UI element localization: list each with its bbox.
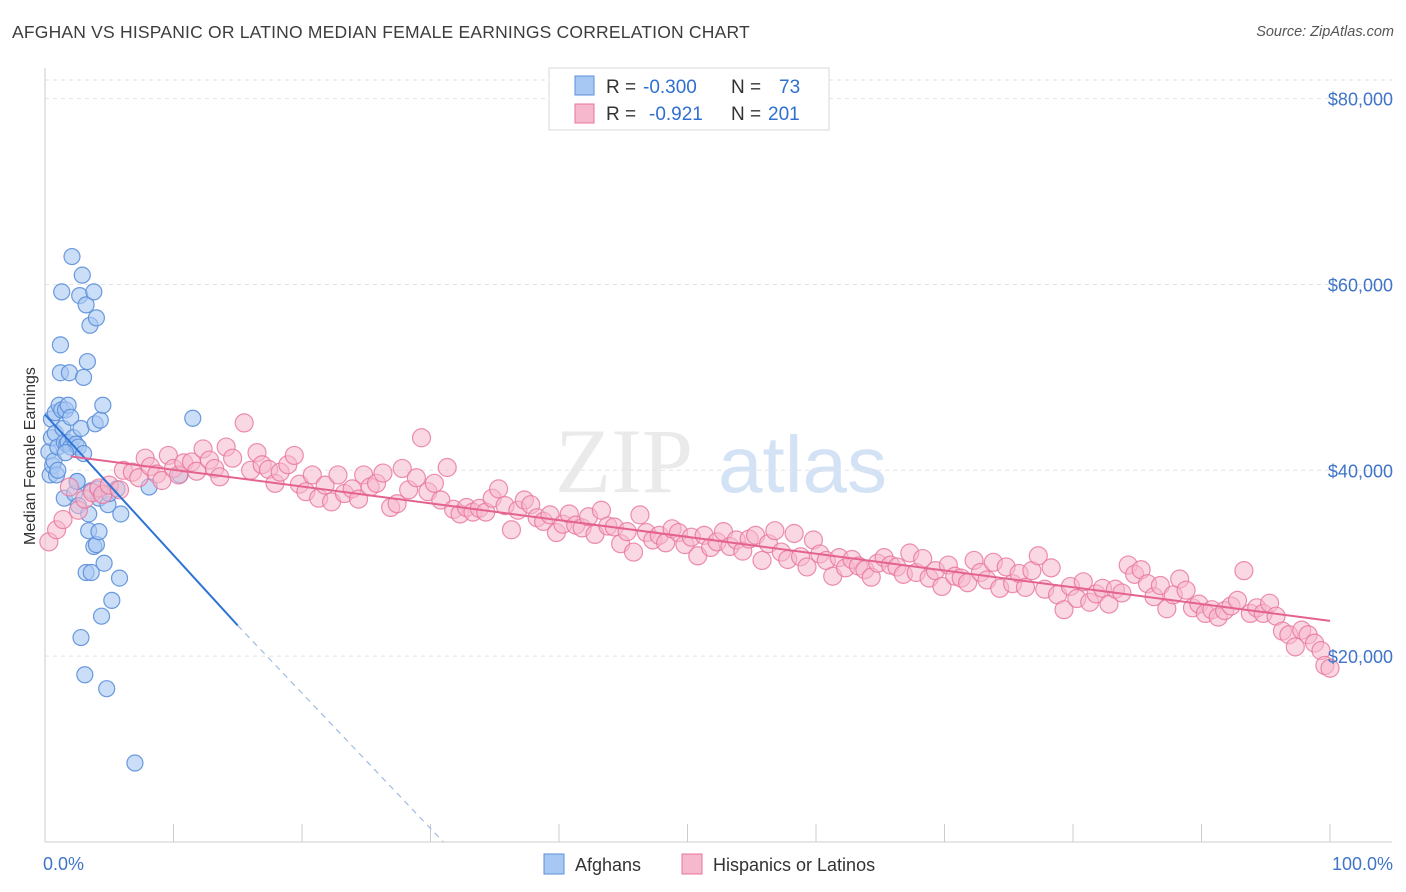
legend-afghans-label: Afghans (575, 855, 641, 875)
hispanics-point (328, 465, 348, 485)
hispanics-point (302, 465, 322, 485)
legend-hispanics-label: Hispanics or Latinos (713, 855, 875, 875)
hispanics-point (1176, 580, 1196, 600)
afghans-point (62, 408, 80, 426)
y-axis-title: Median Female Earnings (22, 367, 39, 545)
afghans-point (184, 409, 202, 427)
afghans-point (91, 411, 109, 429)
hispanics-point (752, 550, 772, 571)
hispanics-point (109, 480, 130, 500)
trend-lines (44, 413, 1331, 843)
legend: Afghans Hispanics or Latinos (543, 853, 875, 875)
afghans-point (76, 666, 94, 684)
stats-pink-r-value: -0.921 (649, 104, 703, 125)
tick-labels: $20,000 $40,000 $60,000 $80,000 0.0% 100.0% (43, 90, 1393, 874)
hispanics-point (1028, 546, 1048, 566)
watermark-atlas: atlas (718, 420, 887, 509)
hispanics-point (623, 542, 644, 562)
afghans-point (85, 283, 103, 301)
x-tick-label-min: 0.0% (43, 854, 84, 874)
stats-blue-n-label: N = (731, 77, 761, 98)
stats-pink-n-label: N = (731, 104, 761, 125)
hispanics-point (411, 428, 432, 448)
hispanics-point (1285, 637, 1305, 657)
hispanics-point (373, 463, 393, 483)
hispanics-point (234, 413, 254, 433)
legend-hispanics-swatch (681, 853, 703, 875)
stats-blue-r-value: -0.300 (643, 77, 697, 98)
x-tick-label-max: 100.0% (1332, 854, 1393, 874)
hispanics-point (284, 445, 304, 466)
afghans-point (98, 680, 116, 698)
afghans-point (95, 554, 113, 572)
stats-blue-swatch (574, 75, 595, 96)
y-tick-label: $60,000 (1328, 275, 1393, 295)
hispanics-point (53, 509, 73, 530)
afghans-point (51, 336, 70, 354)
legend-afghans-swatch (543, 853, 565, 875)
afghans-point (94, 396, 112, 414)
afghans-point (112, 505, 130, 523)
stats-box: R = -0.300 N = 73 R = -0.921 N = 201 (548, 67, 830, 131)
hispanics-point (1054, 600, 1074, 620)
hispanics-point (1320, 658, 1340, 678)
hispanics-point (1073, 572, 1093, 592)
hispanics-point (797, 557, 817, 577)
afghans-point (110, 569, 129, 587)
afghans-point (63, 247, 81, 266)
afghans-point (103, 591, 121, 609)
afghans-point (78, 352, 97, 371)
afghans-point (74, 368, 93, 386)
hispanics-point (630, 505, 650, 525)
afghans-trend-extension (237, 625, 444, 843)
afghans-point (53, 283, 71, 301)
hispanics-point (932, 576, 952, 597)
hispanics-point (437, 457, 457, 478)
hispanics-point (1234, 561, 1254, 581)
hispanics-point (406, 468, 426, 488)
hispanics-points (39, 413, 1340, 678)
hispanics-point (392, 458, 412, 479)
afghans-point (92, 607, 111, 625)
stats-blue-r-label: R = (606, 77, 636, 98)
hispanics-point (765, 521, 785, 541)
hispanics-point (223, 448, 243, 468)
stats-pink-n-value: 201 (768, 104, 800, 125)
hispanics-point (1150, 575, 1170, 596)
source-credit: Source: ZipAtlas.com (1256, 24, 1394, 40)
y-tick-label: $40,000 (1328, 461, 1393, 481)
afghans-point (82, 563, 100, 582)
afghans-point (73, 266, 91, 284)
hispanics-point (129, 468, 149, 488)
y-tick-label: $20,000 (1328, 647, 1393, 667)
watermark-zip: ZIP (555, 410, 693, 512)
hispanics-point (1041, 558, 1061, 578)
afghans-point (77, 296, 95, 314)
hispanics-point (489, 479, 509, 499)
hispanics-point (59, 477, 80, 497)
afghans-trend-line (44, 413, 239, 627)
stats-blue-n-value: 73 (779, 77, 800, 98)
afghans-point (56, 444, 75, 462)
afghans-point (90, 523, 108, 541)
chart-title: AFGHAN VS HISPANIC OR LATINO MEDIAN FEMA… (12, 22, 750, 42)
afghans-point (126, 754, 144, 772)
hispanics-point (784, 523, 804, 544)
afghans-points (40, 247, 202, 772)
stats-pink-swatch (574, 103, 595, 124)
hispanics-point (501, 520, 522, 540)
afghans-point (87, 309, 106, 327)
hispanics-trend-line (70, 455, 1331, 622)
afghans-point (49, 461, 67, 479)
grid-lines (45, 79, 1392, 657)
y-tick-label: $80,000 (1328, 90, 1393, 110)
hispanics-point (1015, 577, 1036, 597)
hispanics-point (424, 473, 444, 493)
stats-pink-r-label: R = (606, 104, 636, 125)
hispanics-point (617, 522, 637, 542)
afghans-point (72, 628, 90, 647)
